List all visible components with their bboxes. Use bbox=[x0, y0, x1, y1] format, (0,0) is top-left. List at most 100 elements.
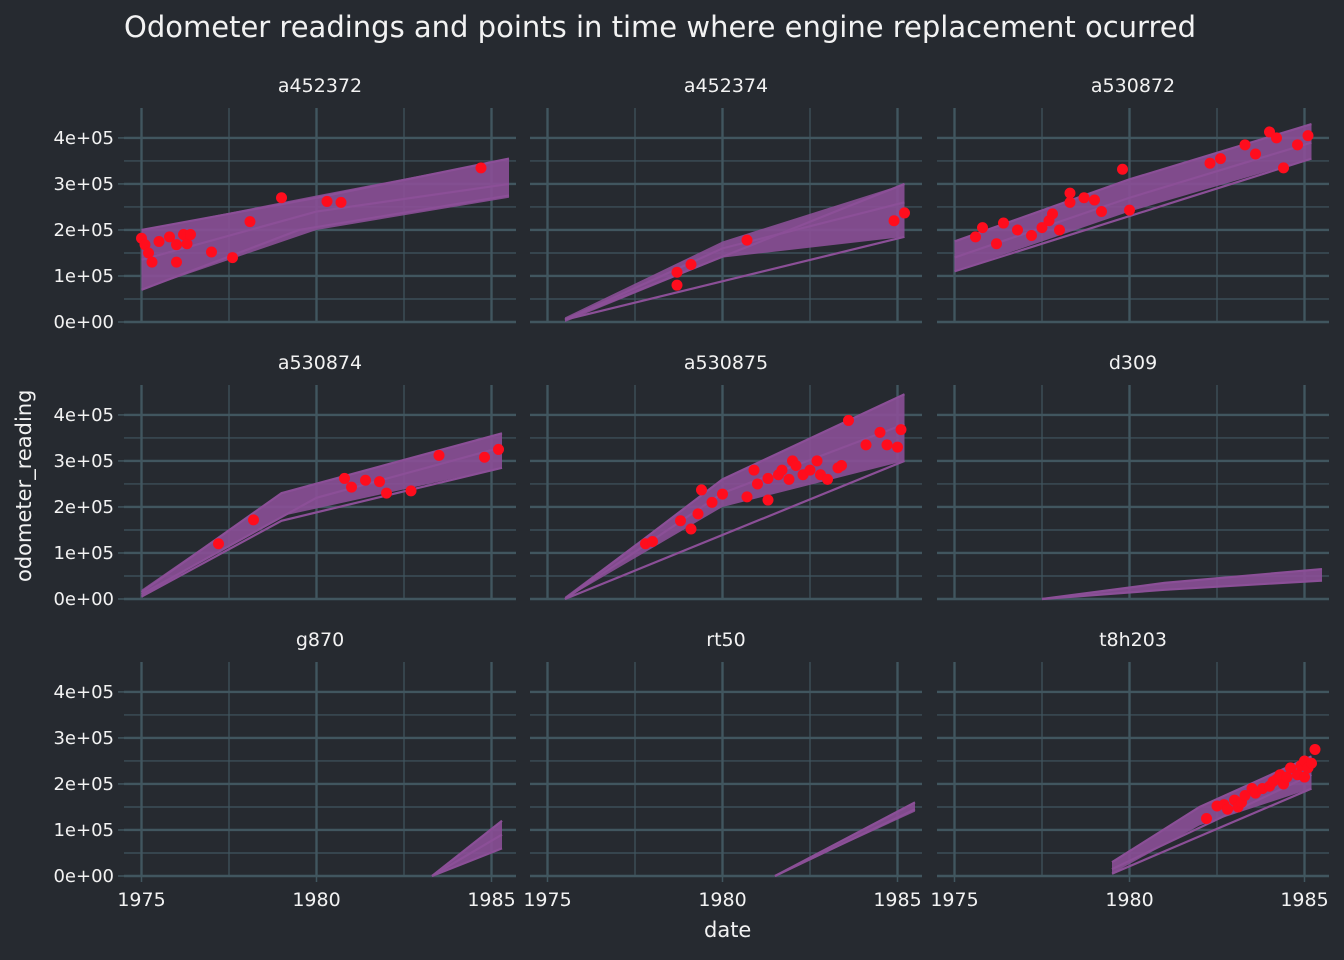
x-tick-label: 1980 bbox=[292, 889, 340, 911]
engine-replacement-point bbox=[991, 238, 1002, 250]
engine-replacement-point bbox=[671, 266, 683, 278]
panel-label-a530872: a530872 bbox=[1091, 75, 1175, 97]
engine-replacement-point bbox=[1204, 157, 1216, 169]
engine-replacement-point bbox=[741, 234, 753, 246]
engine-replacement-point bbox=[895, 424, 907, 436]
engine-replacement-point bbox=[433, 449, 445, 461]
engine-replacement-point bbox=[1285, 762, 1296, 774]
y-tick-label: 4e+05 bbox=[53, 682, 114, 703]
engine-replacement-point bbox=[360, 474, 371, 486]
series-line-a530872-0 bbox=[954, 157, 1312, 273]
x-tick-label: 1985 bbox=[873, 889, 921, 911]
x-axis-label: date bbox=[704, 918, 752, 942]
y-tick-label: 4e+05 bbox=[53, 405, 114, 426]
series-line-a530874-2 bbox=[140, 446, 503, 596]
engine-replacement-point bbox=[752, 478, 763, 490]
series-line-t8h203-0 bbox=[1111, 787, 1312, 875]
engine-replacement-point bbox=[762, 472, 774, 484]
y-tick-label: 0e+00 bbox=[53, 312, 114, 333]
engine-replacement-point bbox=[1201, 812, 1212, 824]
engine-replacement-point bbox=[970, 231, 981, 243]
engine-replacement-point bbox=[335, 196, 347, 208]
engine-replacement-point bbox=[143, 247, 154, 259]
engine-replacement-point bbox=[227, 252, 238, 264]
engine-replacement-point bbox=[381, 487, 392, 499]
engine-replacement-point bbox=[339, 472, 350, 484]
series-line-a452374-1 bbox=[564, 182, 905, 321]
x-tick-label: 1980 bbox=[698, 889, 746, 911]
engine-replacement-point bbox=[1292, 139, 1303, 151]
y-tick-label: 2e+05 bbox=[53, 497, 114, 518]
series-line-t8h203-1 bbox=[1111, 755, 1312, 864]
engine-replacement-point bbox=[171, 239, 182, 251]
y-tick-label: 3e+05 bbox=[53, 451, 114, 472]
engine-replacement-point bbox=[696, 484, 707, 496]
series-line-g870-1 bbox=[431, 819, 503, 877]
chart-title: Odometer readings and points in time whe… bbox=[124, 10, 1196, 44]
engine-replacement-point bbox=[822, 473, 833, 485]
x-tick-label: 1975 bbox=[523, 889, 571, 911]
engine-replacement-point bbox=[405, 485, 417, 497]
series-band-a452372 bbox=[141, 158, 509, 290]
engine-replacement-point bbox=[874, 426, 886, 438]
series-line-g870-0 bbox=[431, 847, 503, 878]
engine-replacement-point bbox=[783, 473, 795, 485]
engine-replacement-point bbox=[321, 195, 333, 207]
engine-replacement-point bbox=[276, 192, 287, 204]
engine-replacement-point bbox=[977, 222, 988, 234]
engine-replacement-point bbox=[164, 231, 175, 243]
panel-label-g870: g870 bbox=[296, 629, 344, 651]
engine-replacement-point bbox=[888, 215, 900, 227]
series-line-a530874-0 bbox=[140, 466, 503, 598]
engine-replacement-point bbox=[685, 523, 697, 535]
series-line-a452372-2 bbox=[141, 182, 510, 261]
engine-replacement-point bbox=[1078, 192, 1090, 204]
engine-replacement-point bbox=[171, 256, 182, 268]
engine-replacement-point bbox=[1215, 153, 1226, 165]
engine-replacement-point bbox=[899, 207, 910, 219]
panel-label-rt50: rt50 bbox=[706, 629, 745, 651]
y-tick-label: 4e+05 bbox=[53, 128, 114, 149]
series-line-a530875-0 bbox=[564, 459, 905, 601]
engine-replacement-point bbox=[804, 464, 816, 476]
engine-replacement-point bbox=[1306, 757, 1317, 769]
series-line-a530872-2 bbox=[954, 141, 1312, 259]
engine-replacement-point bbox=[139, 239, 151, 251]
engine-replacement-point bbox=[1250, 148, 1261, 160]
engine-replacement-point bbox=[1124, 204, 1135, 216]
series-line-d309-0 bbox=[1041, 579, 1323, 601]
engine-replacement-point bbox=[1222, 803, 1233, 815]
engine-replacement-point bbox=[892, 441, 903, 453]
series-line-t8h203-2 bbox=[1111, 773, 1312, 871]
series-band-a530874 bbox=[141, 433, 502, 597]
series-line-a452372-0 bbox=[141, 194, 510, 291]
engine-replacement-point bbox=[1096, 206, 1107, 218]
engine-replacement-point bbox=[748, 464, 760, 476]
engine-replacement-point bbox=[1064, 187, 1076, 199]
y-tick-label: 1e+05 bbox=[53, 266, 114, 287]
y-tick-label: 3e+05 bbox=[53, 174, 114, 195]
y-tick-label: 2e+05 bbox=[53, 220, 114, 241]
engine-replacement-point bbox=[836, 460, 847, 472]
engine-replacement-point bbox=[647, 535, 658, 547]
engine-replacement-point bbox=[706, 496, 718, 508]
engine-replacement-point bbox=[1302, 130, 1314, 142]
y-tick-label: 1e+05 bbox=[53, 820, 114, 841]
engine-replacement-point bbox=[1239, 139, 1251, 151]
engine-replacement-point bbox=[675, 515, 686, 527]
engine-replacement-point bbox=[1281, 771, 1293, 783]
series-line-a452372-1 bbox=[141, 157, 510, 232]
series-band-a530875 bbox=[565, 394, 905, 599]
engine-replacement-point bbox=[692, 508, 704, 520]
y-tick-label: 0e+00 bbox=[53, 866, 114, 887]
engine-replacement-point bbox=[248, 514, 259, 526]
engine-replacement-point bbox=[762, 494, 774, 506]
y-tick-label: 3e+05 bbox=[53, 728, 114, 749]
engine-replacement-point bbox=[1064, 196, 1076, 208]
engine-replacement-point bbox=[206, 246, 217, 258]
engine-replacement-point bbox=[1036, 222, 1048, 234]
engine-replacement-point bbox=[1026, 229, 1037, 241]
engine-replacement-point bbox=[881, 439, 893, 451]
engine-replacement-point bbox=[1117, 163, 1128, 175]
